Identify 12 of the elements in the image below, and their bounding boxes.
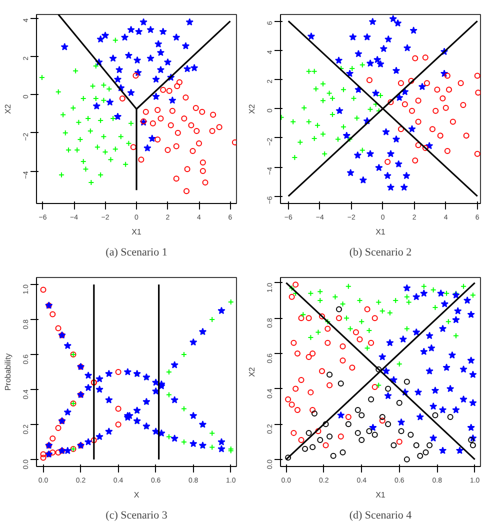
x-axis-title: X1 (376, 490, 386, 500)
y-axis-title: X2 (248, 104, 256, 114)
text: (a) Scenario 1 (106, 246, 168, 258)
y-axis-title: Probability (4, 353, 12, 391)
x-axis-title: X1 (376, 228, 386, 236)
y-axis-title: X2 (4, 104, 12, 114)
text: (b) Scenario 2 (349, 246, 412, 258)
x-axis-title: X (134, 490, 140, 500)
x-axis-title: X1 (132, 228, 142, 236)
y-axis-title: X2 (248, 366, 256, 377)
text: (c) Scenario 3 (106, 510, 168, 522)
text: (d) Scenario 4 (349, 510, 412, 522)
